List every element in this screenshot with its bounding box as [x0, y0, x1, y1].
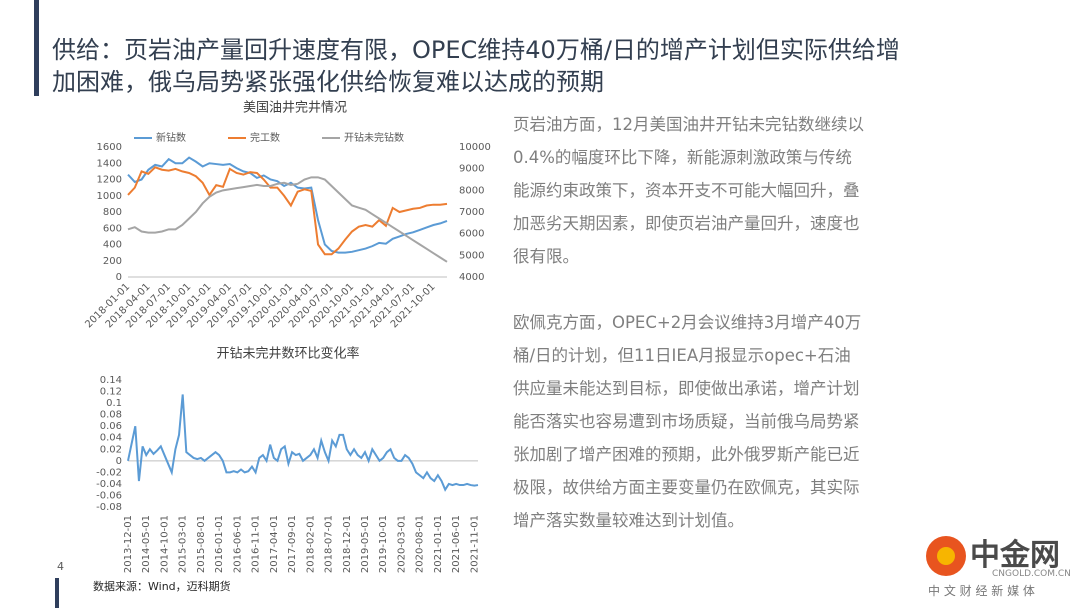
paragraph-line: 增产落实数量较难达到计划值。 — [513, 511, 744, 530]
y-tick-label: 0.06 — [100, 421, 122, 432]
legend-label: 开钻未完钻数 — [344, 131, 404, 144]
y-tick-label: -0.06 — [96, 490, 122, 501]
y-tick-label: 0.02 — [100, 444, 122, 455]
series-line — [127, 166, 448, 256]
logo-slogan: 中 文 财 经 新 媒 体 — [928, 584, 1035, 598]
x-tick-label: 2019-10-01 — [378, 515, 389, 573]
legend-label: 新钻数 — [156, 131, 186, 144]
y2-tick-label: 10000 — [459, 142, 491, 153]
paragraph-line: 页岩油方面，12月美国油井开钻未完钻数继续以 — [513, 115, 864, 134]
y2-tick-label: 4000 — [459, 272, 484, 283]
y-tick-label: 0.04 — [100, 433, 122, 444]
x-tick-label: 2018-07-01 — [324, 515, 335, 573]
x-tick-label: 2013-12-01 — [123, 515, 134, 573]
y2-tick-label: 5000 — [459, 250, 484, 261]
accent-bar — [55, 578, 59, 608]
x-tick-label: 2019-05-01 — [360, 515, 371, 573]
paragraph-line: 桶/日的计划，但11日IEA月报显示opec+石油 — [513, 346, 851, 365]
y-tick-label: 0.08 — [100, 410, 122, 421]
y-tick-label: 200 — [103, 256, 122, 267]
paragraph-line: 能否落实也容易遭到市场质疑，当前俄乌局势紧 — [513, 412, 860, 431]
x-tick-label: 2021-06-01 — [451, 515, 462, 573]
x-tick-label: 2018-12-01 — [342, 515, 353, 573]
y-tick-label: 1400 — [97, 158, 122, 169]
paragraph-line: 加恶劣天期因素，即使页岩油产量回升，速度也 — [513, 214, 860, 233]
page-number: 4 — [57, 560, 64, 573]
slide-title: 供给：页岩油产量回升速度有限，OPEC维持40万桶/日的增产计划但实际供给增 — [52, 36, 900, 64]
y2-tick-label: 9000 — [459, 164, 484, 175]
y-tick-label: 0.12 — [100, 387, 122, 398]
x-tick-label: 2017-09-01 — [287, 515, 298, 573]
charts: 美国油井完井情况 0 200 400 600 800 1000 1200 1400 1600 400… — [83, 101, 491, 574]
chart-title: 美国油井完井情况 — [243, 101, 347, 116]
paragraph-line: 0.4%的幅度环比下降，新能源刺激政策与传统 — [513, 148, 852, 167]
x-tick-label: 2020-03-01 — [396, 515, 407, 573]
x-tick-label: 2015-03-01 — [178, 515, 189, 573]
y-tick-label: 0.1 — [106, 398, 122, 409]
paragraph-line: 欧佩克方面，OPEC+2月会议维持3月增产40万 — [513, 313, 862, 332]
logo-domain: CNGOLD.COM.CN — [992, 569, 1071, 579]
y-tick-label: 800 — [103, 207, 122, 218]
y-tick-label: 1000 — [97, 191, 122, 202]
y-tick-label: 0 — [116, 272, 122, 283]
x-tick-label: 2021-01-01 — [433, 515, 444, 573]
y2-tick-label: 6000 — [459, 229, 484, 240]
legend-label: 完工数 — [250, 131, 280, 144]
slide-title: 加困难，俄乌局势紧张强化供给恢复难以达成的预期 — [52, 68, 604, 96]
logo-name: 中金网 — [970, 538, 1060, 573]
x-tick-label: 2017-04-01 — [269, 515, 280, 573]
y-tick-label: 400 — [103, 240, 122, 251]
series-line — [127, 176, 448, 263]
x-tick-label: 2018-02-01 — [305, 515, 316, 573]
y-tick-label: 1200 — [97, 175, 122, 186]
y-tick-label: -0.08 — [96, 502, 122, 513]
x-tick-label: 2015-08-01 — [196, 515, 207, 573]
y-tick-label: 0.14 — [100, 375, 122, 386]
paragraph-line: 供应量未能达到目标，即使做出承诺，增产计划 — [513, 379, 860, 398]
x-tick-label: 2016-11-01 — [251, 515, 262, 573]
series-line — [127, 394, 479, 492]
y-tick-label: -0.02 — [96, 467, 122, 478]
y2-tick-label: 7000 — [459, 207, 484, 218]
y2-tick-label: 8000 — [459, 185, 484, 196]
x-tick-label: 2014-10-01 — [159, 515, 170, 573]
x-tick-label: 2020-08-01 — [415, 515, 426, 573]
source: 数据来源：Wind，迈科期货 — [93, 580, 231, 593]
logo-icon — [926, 536, 966, 576]
y-tick-label: 1600 — [97, 142, 122, 153]
paragraph-line: 极限，故供给方面主要变量仍在欧佩克，其实际 — [513, 478, 860, 497]
y-tick-label: 600 — [103, 223, 122, 234]
x-tick-label: 2021-11-01 — [469, 515, 480, 573]
x-tick-label: 2014-05-01 — [141, 515, 152, 573]
y-tick-label: 0 — [116, 456, 122, 467]
chart-title: 开钻未完井数环比变化率 — [216, 346, 359, 362]
accent-bar — [34, 0, 39, 96]
series-line — [127, 156, 448, 254]
x-tick-label: 2016-01-01 — [214, 515, 225, 573]
paragraph-line: 很有限。 — [513, 247, 579, 266]
x-tick-label: 2016-06-01 — [232, 515, 243, 573]
paragraph-line: 能源约束政策下，资本开支不可能大幅回升，叠 — [513, 181, 860, 200]
paragraph-line: 张加剧了增产困难的预期，此外俄罗斯产能已近 — [513, 445, 860, 464]
y-tick-label: -0.04 — [96, 479, 122, 490]
